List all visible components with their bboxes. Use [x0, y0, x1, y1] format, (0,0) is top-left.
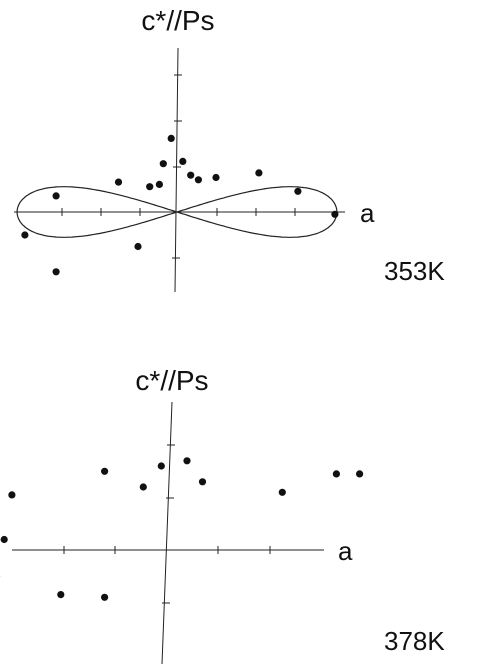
data-point [183, 457, 191, 465]
data-point [0, 535, 8, 544]
x-axis-ticks [63, 546, 271, 554]
data-point [114, 178, 123, 186]
x-axis-label: a [360, 198, 375, 228]
data-points-378k [0, 457, 364, 601]
chart-panel-353k: c*//Ps a 353K [14, 5, 445, 293]
data-point [21, 231, 29, 239]
data-point [187, 171, 195, 179]
data-point [294, 187, 302, 195]
data-point [8, 491, 16, 499]
data-point [157, 462, 165, 470]
data-point [194, 176, 202, 184]
y-axis-label: c*//Ps [141, 5, 214, 36]
data-point [332, 470, 340, 478]
fit-curve [16, 186, 338, 238]
x-axis-label: a [338, 536, 353, 566]
data-point [146, 183, 154, 191]
data-point [52, 268, 60, 276]
y-axis-label: c*//Ps [135, 365, 208, 396]
x-axis-ticks [61, 208, 296, 216]
data-points-353k [21, 134, 339, 276]
data-point [255, 169, 263, 177]
data-point [155, 180, 163, 188]
chart-panel-378k: c*//Ps a 378K [0, 365, 445, 665]
y-axis-ticks [162, 444, 175, 604]
data-point [159, 160, 167, 168]
y-axis [174, 47, 179, 293]
data-point [101, 467, 109, 475]
data-point [278, 488, 286, 496]
data-point [52, 192, 60, 200]
data-point [212, 173, 220, 182]
temperature-label: 353K [384, 256, 445, 286]
data-point [356, 470, 364, 478]
data-point [167, 134, 175, 142]
data-point [179, 157, 187, 165]
temperature-label: 378K [384, 626, 445, 656]
data-point [101, 593, 109, 601]
y-axis-ticks [172, 74, 182, 259]
data-point [331, 210, 339, 218]
data-point [134, 242, 142, 251]
data-point [139, 483, 147, 491]
data-point [57, 591, 65, 599]
data-point [198, 478, 207, 486]
y-axis [161, 401, 173, 665]
